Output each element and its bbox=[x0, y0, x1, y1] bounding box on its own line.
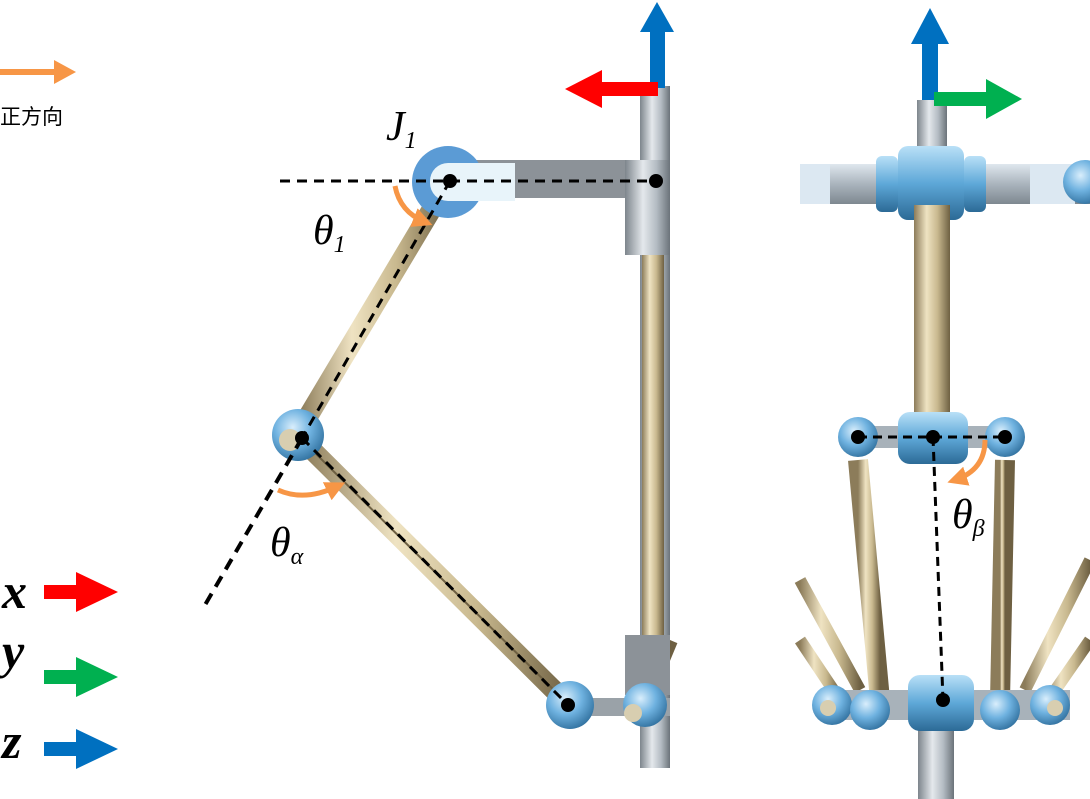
theta-beta-label: θβ bbox=[952, 492, 985, 542]
diagonal-rod-left-1 bbox=[800, 580, 860, 690]
j1-center-dot bbox=[443, 174, 457, 188]
positive-direction-label: 正方向 bbox=[0, 105, 63, 129]
j1-label: J1 bbox=[386, 104, 417, 154]
middle-center-dot bbox=[926, 430, 940, 444]
lower-joint-center-dot bbox=[561, 698, 575, 712]
theta-alpha-label: θα bbox=[270, 520, 304, 570]
bottom-post bbox=[918, 720, 954, 799]
x-arrow-icon bbox=[44, 585, 78, 599]
left-leg-rod bbox=[858, 460, 880, 700]
y-frame-arrowhead-icon bbox=[986, 79, 1022, 119]
z-arrow-icon bbox=[44, 742, 78, 756]
elbow-center-dot bbox=[295, 431, 309, 445]
positive-direction-legend: 正方向 bbox=[0, 60, 76, 129]
right-leg-rod bbox=[1000, 460, 1005, 700]
base-joint-cap bbox=[624, 704, 642, 722]
x-frame-arrow-icon bbox=[600, 82, 658, 96]
shaft-end-left bbox=[800, 164, 830, 204]
axis-letter-y: y bbox=[0, 623, 25, 679]
middle-left-dot bbox=[851, 430, 865, 444]
z-frame-arrow-icon-right bbox=[922, 40, 938, 100]
theta-alpha-angle-arrow bbox=[278, 486, 338, 495]
y-frame-arrow-icon bbox=[934, 92, 990, 106]
orange-arrowhead-icon bbox=[54, 60, 76, 84]
theta1-label: θ1 bbox=[313, 208, 346, 258]
y-arrow-icon bbox=[44, 670, 78, 684]
diagonal-rod-right-1 bbox=[1025, 560, 1090, 690]
z-arrowhead-icon bbox=[76, 729, 118, 769]
vertical-rod bbox=[642, 250, 664, 690]
axis-legend-y: y bbox=[0, 623, 118, 697]
vertical-angle-axis bbox=[933, 437, 943, 700]
z-frame-arrowhead-icon-right bbox=[911, 8, 949, 44]
z-frame-arrow-icon bbox=[650, 30, 665, 88]
shaft-bearing-right bbox=[964, 156, 986, 212]
shaft-bearing-left bbox=[876, 156, 898, 212]
front-view: θβ bbox=[800, 8, 1090, 799]
axis-legend-x: x bbox=[1, 563, 118, 619]
bottom-center-dot bbox=[936, 693, 950, 707]
post-collar bbox=[625, 160, 670, 255]
axis-letter-x: x bbox=[1, 563, 27, 619]
vertical-rod-right bbox=[914, 205, 950, 420]
bottom-ball-2 bbox=[850, 690, 890, 730]
legend: 正方向 x y z bbox=[0, 60, 118, 769]
axis-legend-z: z bbox=[0, 713, 118, 769]
side-view: J1 θ1 θα bbox=[205, 2, 674, 768]
bottom-cap-1 bbox=[820, 700, 836, 716]
bottom-cap-2 bbox=[1047, 700, 1063, 716]
bottom-ball-3 bbox=[980, 690, 1020, 730]
x-frame-arrowhead-icon bbox=[565, 70, 602, 108]
x-arrowhead-icon bbox=[76, 572, 118, 612]
z-frame-arrowhead-icon bbox=[640, 2, 674, 32]
axis-letter-z: z bbox=[0, 713, 22, 769]
post-center-dot bbox=[649, 174, 663, 188]
y-arrowhead-icon bbox=[76, 657, 118, 697]
middle-right-dot bbox=[998, 430, 1012, 444]
